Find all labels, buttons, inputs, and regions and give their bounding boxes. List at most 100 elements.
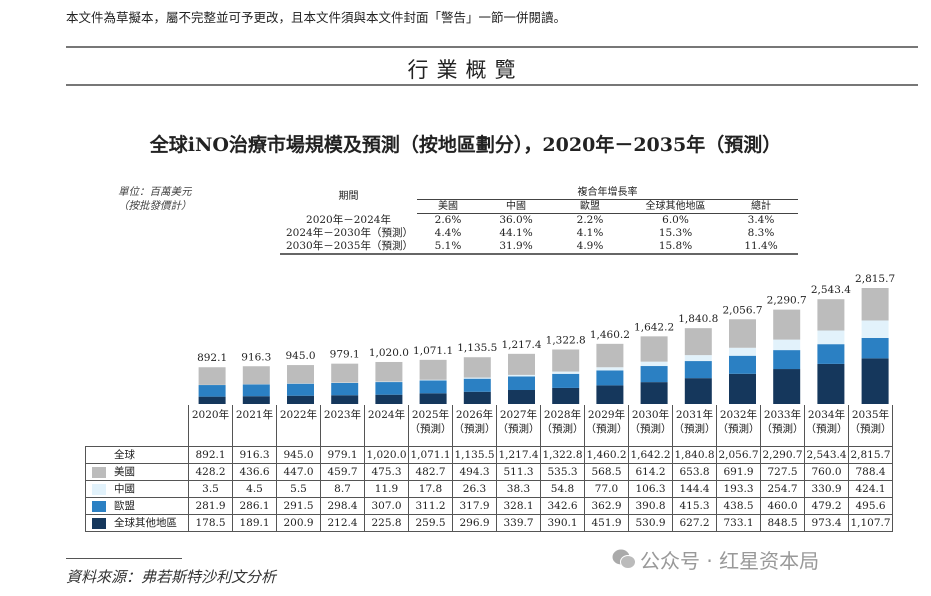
table-cell: 307.0 bbox=[364, 497, 409, 515]
forecast-label: （預測） bbox=[761, 423, 804, 435]
bar-segment bbox=[729, 319, 756, 348]
bar-total-label: 1,071.1 bbox=[413, 345, 453, 357]
year-header: 2029年 （預測） bbox=[584, 405, 629, 447]
source-note: 資料來源：弗若斯特沙利文分析 bbox=[66, 568, 277, 586]
legend-swatch bbox=[92, 467, 106, 478]
table-cell: 189.1 bbox=[232, 514, 277, 532]
table-cell: 568.5 bbox=[584, 463, 629, 481]
year-header: 2021年 bbox=[232, 405, 277, 447]
cagr-row: 2030年－2035年（預測） 5.1% 31.9% 4.9% 15.8% 11.4% bbox=[280, 240, 798, 255]
bar-segment bbox=[552, 373, 580, 388]
table-cell: 212.4 bbox=[320, 514, 365, 532]
forecast-label: （預測） bbox=[585, 423, 628, 435]
cagr-value: 2.2% bbox=[576, 214, 604, 226]
bar-segment bbox=[640, 336, 668, 362]
table-cell: 733.1 bbox=[716, 514, 761, 532]
cagr-value: 8.3% bbox=[747, 227, 775, 239]
cagr-value: 36.0% bbox=[499, 214, 533, 226]
data-table: 2020年 2021年 2022年 2023年 2024年 2025年 （預測） 2026年（… bbox=[85, 405, 893, 532]
cagr-table: 期間 複合年增長率 美國 中國 歐盟 全球其他地區 總計 2020年－2024年 2.6%… bbox=[280, 186, 798, 255]
bar-total-label: 1,135.5 bbox=[457, 342, 497, 354]
year-label: 2025年 bbox=[411, 409, 450, 421]
bar-segment bbox=[463, 391, 491, 404]
cagr-value: 15.8% bbox=[627, 240, 724, 255]
bar-segment bbox=[287, 395, 314, 404]
table-cell: 77.0 bbox=[584, 480, 629, 498]
bar-segment bbox=[861, 287, 889, 321]
year-label: 2024年 bbox=[367, 409, 406, 421]
table-cell: 339.7 bbox=[496, 514, 541, 532]
bar-segment bbox=[640, 382, 668, 404]
cagr-value: 44.1% bbox=[499, 227, 533, 239]
row-label: 歐盟 bbox=[114, 500, 135, 512]
table-cell: 259.5 bbox=[408, 514, 453, 532]
table-cell: 362.9 bbox=[584, 497, 629, 515]
year-label: 2035年 bbox=[851, 409, 890, 421]
table-cell: 424.1 bbox=[848, 480, 893, 498]
bar-segment bbox=[552, 349, 580, 372]
forecast-label: （預測） bbox=[717, 423, 760, 435]
bar-segment bbox=[817, 330, 845, 345]
bar-total-label: 1,642.2 bbox=[634, 321, 674, 333]
cagr-group-header: 複合年增長率 bbox=[417, 186, 798, 200]
table-cell: 511.3 bbox=[496, 463, 541, 481]
table-cell: 760.0 bbox=[804, 463, 849, 481]
bar-segment bbox=[817, 363, 845, 404]
table-cell: 1,840.8 bbox=[672, 446, 717, 464]
bar-segment bbox=[508, 353, 535, 375]
cagr-column-header: 全球其他地區 bbox=[627, 199, 724, 214]
table-row: 中國 3.5 4.5 5.5 8.7 11.9 17.8 26.3 38.3 54.8 77.0 10… bbox=[85, 480, 893, 498]
table-cell: 11.9 bbox=[364, 480, 409, 498]
bar-segment bbox=[861, 337, 889, 359]
table-cell: 892.1 bbox=[188, 446, 233, 464]
bar-segment bbox=[242, 396, 270, 404]
unit-note: 單位：百萬美元 （按批發價計） bbox=[118, 185, 192, 213]
bar-segment bbox=[729, 355, 756, 374]
bar-segment bbox=[684, 328, 712, 356]
year-label: 2033年 bbox=[763, 409, 802, 421]
bar-segment bbox=[773, 369, 801, 404]
forecast-label: （預測） bbox=[805, 423, 848, 435]
table-row: 歐盟 281.9 286.1 291.5 298.4 307.0 311.2 317.9 328… bbox=[85, 497, 893, 515]
table-cell: 627.2 bbox=[672, 514, 717, 532]
cagr-column-header: 歐盟 bbox=[553, 199, 627, 214]
bar-segment bbox=[817, 344, 845, 364]
forecast-label: （預測） bbox=[497, 423, 540, 435]
forecast-label: （預測） bbox=[673, 423, 716, 435]
table-cell: 330.9 bbox=[804, 480, 849, 498]
table-cell: 144.4 bbox=[672, 480, 717, 498]
bar-segment bbox=[640, 361, 668, 367]
table-cell: 2,543.4 bbox=[804, 446, 849, 464]
year-header: 2025年 （預測） bbox=[408, 405, 453, 447]
price-basis-label: （按批發價計） bbox=[118, 200, 192, 212]
table-cell: 298.4 bbox=[320, 497, 365, 515]
bar-segment bbox=[198, 396, 226, 404]
table-cell: 328.1 bbox=[496, 497, 541, 515]
row-label-cell: 歐盟 bbox=[85, 497, 189, 515]
year-header: 2020年 bbox=[188, 405, 233, 447]
cagr-period: 2024年－2030年（預測） bbox=[286, 227, 413, 239]
cagr-column-header: 美國 bbox=[417, 199, 479, 214]
table-cell: 342.6 bbox=[540, 497, 585, 515]
year-label: 2031年 bbox=[675, 409, 714, 421]
year-header: 2026年 （預測） bbox=[452, 405, 497, 447]
bar-segment bbox=[817, 299, 845, 331]
table-cell: 535.3 bbox=[540, 463, 585, 481]
year-label: 2030年 bbox=[631, 409, 670, 421]
year-header: 2031年 （預測） bbox=[672, 405, 717, 447]
table-cell: 254.7 bbox=[760, 480, 805, 498]
bar-segment bbox=[684, 361, 712, 379]
period-header: 期間 bbox=[338, 191, 359, 202]
bar-segment bbox=[419, 359, 447, 380]
bar-segment bbox=[331, 395, 359, 404]
table-cell: 311.2 bbox=[408, 497, 453, 515]
table-cell: 460.0 bbox=[760, 497, 805, 515]
bar-segment bbox=[684, 355, 712, 362]
table-cell: 8.7 bbox=[320, 480, 365, 498]
table-row: 美國 428.2 436.6 447.0 459.7 475.3 482.7 494.3 511… bbox=[85, 463, 893, 481]
bar-segment bbox=[861, 320, 889, 338]
table-cell: 296.9 bbox=[452, 514, 497, 532]
table-cell: 438.5 bbox=[716, 497, 761, 515]
year-header: 2022年 bbox=[276, 405, 321, 447]
